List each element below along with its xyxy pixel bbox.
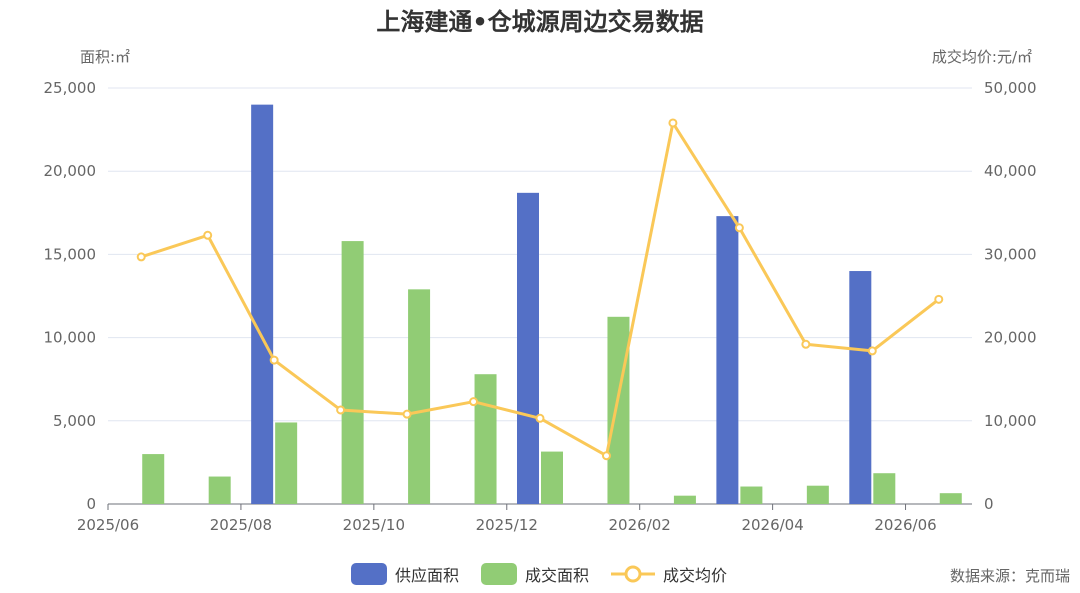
x-tick-label: 2026/06 [874,516,936,534]
point-avg-price [469,397,479,407]
point-avg-price [269,355,279,365]
right-axis-unit: 成交均价:元/㎡ [931,48,1032,66]
y-left-tick-label: 15,000 [44,245,97,263]
bar-deal-area [607,316,630,504]
point-avg-price [203,230,213,240]
point-avg-price [734,223,744,233]
point-avg-price [402,409,412,419]
legend-label-deal-area: 成交面积 [525,566,590,585]
legend-item-avg-price[interactable]: 成交均价 [611,562,727,586]
point-avg-price [801,339,811,349]
legend-item-deal-area[interactable]: 成交面积 [481,562,589,586]
chart-title: 上海建通•仓城源周边交易数据 [376,8,704,36]
legend-swatch-supply [351,563,387,585]
point-avg-price [336,405,346,415]
y-left-tick-label: 0 [86,495,96,513]
bar-deal-area [873,473,896,504]
point-avg-price [668,118,678,128]
bar-supply-area [716,216,739,505]
y-right-tick-label: 40,000 [984,162,1037,180]
bar-deal-area [474,374,497,504]
legend-item-supply[interactable]: 供应面积 [351,562,459,586]
y-left-tick-label: 25,000 [44,79,97,97]
point-avg-price [934,294,944,304]
legend-swatch-deal-area [481,563,517,585]
bar-deal-area [142,454,165,504]
legend-label-supply: 供应面积 [395,566,460,585]
bar-supply-area [251,104,274,504]
bar-deal-area [208,476,231,504]
bar-deal-area [275,422,298,504]
y-left-tick-label: 20,000 [44,162,97,180]
x-tick-label: 2025/12 [476,516,538,534]
bar-deal-area [806,485,829,504]
y-right-tick-label: 10,000 [984,412,1037,430]
point-avg-price [601,451,611,461]
y-right-tick-label: 20,000 [984,329,1037,347]
y-right-tick-label: 0 [984,495,994,513]
bar-deal-area [673,495,696,504]
point-avg-price [867,346,877,356]
y-left-tick-label: 5,000 [53,412,96,430]
x-tick-label: 2025/10 [343,516,405,534]
x-tick-label: 2026/04 [741,516,803,534]
bar-deal-area [740,486,763,504]
chart-plot: 0 5,000 10,000 15,000 20,000 25,000 0 10,000 20,… [44,79,1037,534]
bar-supply-area [517,192,539,504]
legend: 供应面积 成交面积 成交均价 [0,562,1080,588]
y-right-tick-label: 50,000 [984,79,1037,97]
x-tick-label: 2026/02 [609,516,671,534]
x-tick-label: 2025/06 [77,516,139,534]
bar-supply-area [849,271,872,504]
bar-deal-area [341,241,364,504]
data-source: 数据来源：克而瑞 [949,567,1070,585]
bar-deal-area [541,451,563,504]
left-axis-unit: 面积:㎡ [80,48,131,66]
y-right-tick-label: 30,000 [984,245,1037,263]
legend-swatch-avg-price [611,565,655,583]
bar-deal-area [939,493,962,504]
point-avg-price [535,413,545,423]
y-left-tick-label: 10,000 [44,329,97,347]
point-avg-price [136,252,146,262]
bar-deal-area [408,289,431,504]
x-tick-label: 2025/08 [210,516,272,534]
legend-label-avg-price: 成交均价 [663,566,728,585]
